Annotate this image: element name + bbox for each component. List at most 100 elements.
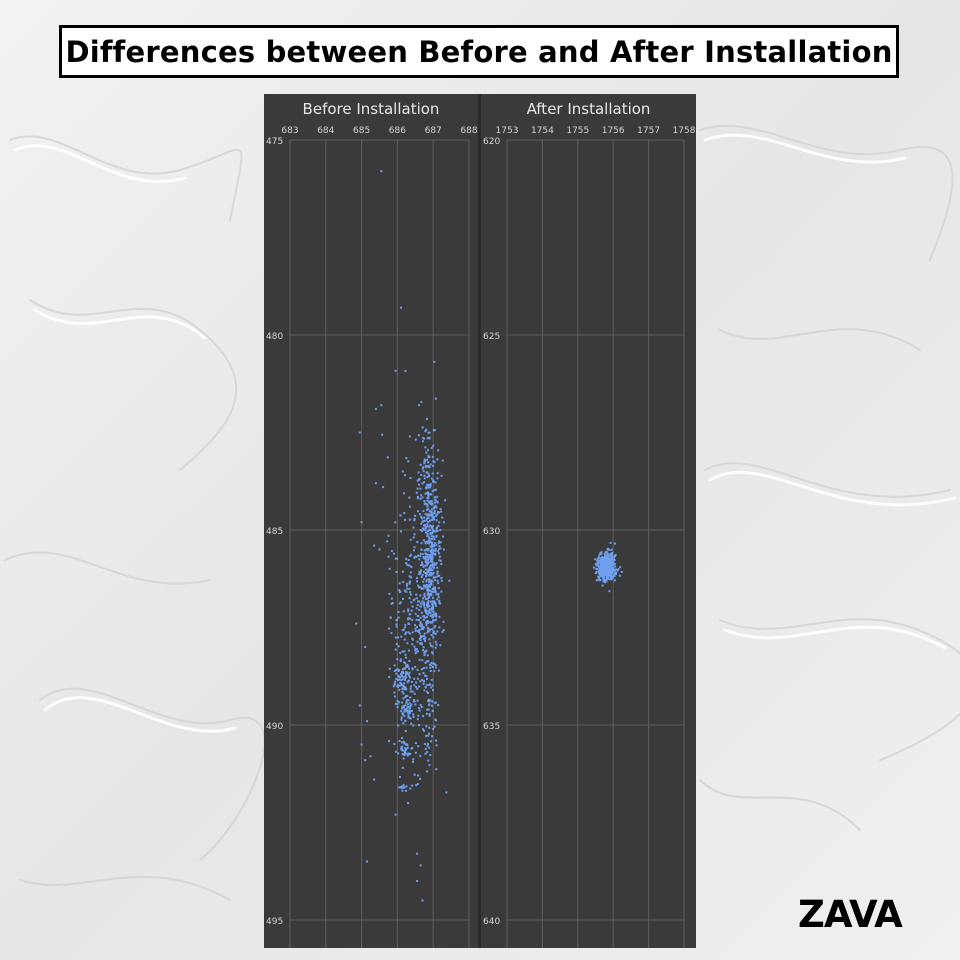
data-point — [600, 561, 603, 564]
data-point — [430, 594, 433, 597]
data-point — [420, 530, 423, 532]
data-point — [424, 686, 427, 689]
data-point — [412, 713, 415, 716]
data-point — [430, 664, 433, 667]
data-point — [394, 702, 397, 705]
data-point — [421, 635, 424, 638]
data-point — [409, 553, 412, 556]
data-point — [431, 490, 434, 492]
data-point — [402, 492, 405, 495]
data-point — [428, 611, 431, 614]
data-point — [424, 542, 427, 545]
data-point — [414, 438, 417, 441]
data-point — [392, 552, 395, 555]
data-point — [405, 789, 407, 792]
data-point — [415, 491, 418, 494]
data-point — [386, 540, 389, 543]
data-point — [425, 575, 427, 578]
data-point — [432, 563, 435, 566]
data-point — [427, 508, 430, 511]
data-point — [422, 628, 425, 630]
data-point — [427, 630, 430, 633]
data-point — [414, 627, 417, 630]
data-point — [398, 582, 401, 585]
data-point — [438, 574, 441, 577]
data-point — [435, 719, 438, 722]
data-point — [403, 682, 406, 685]
data-point — [416, 677, 419, 680]
data-point — [434, 481, 437, 484]
data-point — [427, 454, 430, 457]
data-point — [429, 574, 432, 577]
data-point — [423, 604, 426, 607]
data-point — [408, 712, 411, 715]
data-point — [406, 642, 409, 645]
data-point — [416, 668, 419, 671]
data-point — [426, 621, 429, 624]
data-point — [430, 545, 433, 548]
data-point — [608, 570, 611, 573]
data-point — [402, 786, 404, 789]
data-point — [428, 764, 431, 767]
data-point — [432, 689, 434, 692]
data-point — [424, 555, 427, 558]
scatter-series-2 — [592, 541, 623, 593]
data-point — [404, 626, 407, 629]
data-point — [400, 679, 403, 682]
data-point — [396, 618, 399, 621]
data-point — [403, 752, 406, 755]
data-point — [442, 629, 445, 632]
data-point — [603, 556, 605, 559]
data-point — [440, 510, 443, 513]
data-point — [417, 404, 420, 407]
data-point — [400, 710, 403, 713]
data-point — [615, 571, 618, 574]
x-tick-label: 1758 — [673, 126, 696, 136]
data-point — [424, 527, 427, 530]
data-point — [598, 575, 601, 578]
data-point — [419, 555, 422, 557]
data-point — [437, 542, 440, 544]
data-point — [424, 531, 427, 534]
data-point — [419, 497, 422, 500]
data-point — [405, 590, 408, 593]
data-point — [429, 510, 432, 513]
data-point — [423, 609, 426, 612]
data-point — [439, 559, 442, 562]
data-point — [422, 440, 424, 443]
data-point — [405, 665, 408, 668]
data-point — [418, 628, 421, 631]
data-point — [427, 530, 429, 533]
data-point — [423, 474, 426, 477]
data-point — [401, 789, 404, 792]
data-point — [426, 476, 429, 478]
data-point — [415, 597, 418, 600]
data-point — [428, 436, 431, 439]
data-point — [429, 600, 432, 603]
data-point — [395, 571, 398, 573]
data-point — [408, 496, 411, 499]
data-point — [430, 500, 433, 503]
data-point — [441, 516, 444, 519]
data-point — [431, 600, 434, 603]
data-point — [602, 575, 604, 578]
data-point — [406, 587, 409, 590]
data-point — [436, 566, 439, 569]
data-point — [404, 686, 407, 689]
data-point — [399, 658, 402, 661]
data-point — [427, 486, 430, 489]
data-point — [426, 578, 429, 581]
data-point — [426, 492, 428, 494]
data-point — [424, 584, 427, 587]
data-point — [427, 517, 430, 520]
data-point — [409, 555, 412, 557]
data-point — [420, 474, 423, 476]
data-point — [413, 556, 416, 559]
data-point — [400, 635, 403, 638]
data-point — [426, 770, 429, 773]
data-point — [401, 706, 404, 709]
data-point — [600, 572, 603, 575]
data-point — [380, 404, 383, 407]
data-point — [417, 745, 420, 748]
data-point — [414, 629, 417, 632]
